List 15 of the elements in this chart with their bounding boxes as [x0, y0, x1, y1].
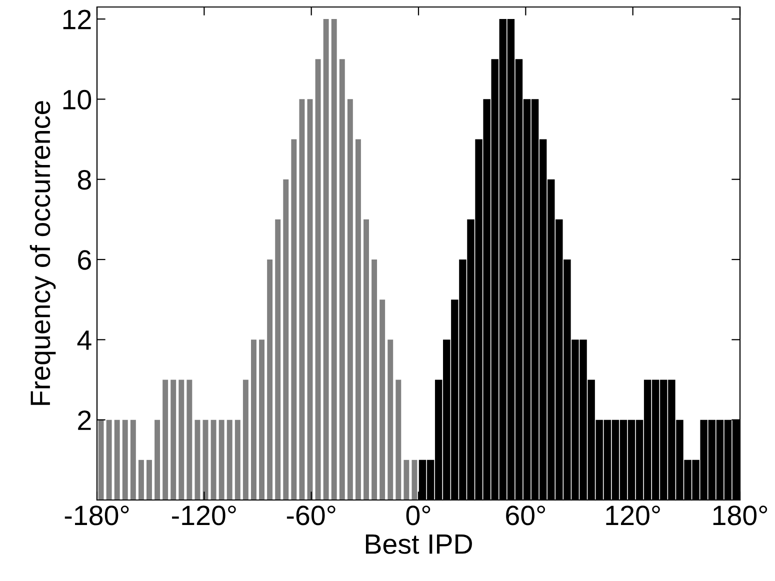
y-axis-title: Frequency of occurrence — [30, 101, 56, 405]
x-tick-label: -120° — [172, 506, 236, 526]
y-tick-label: 10 — [63, 90, 92, 110]
x-tick-label: -180° — [64, 506, 129, 526]
x-tick-label: -60° — [286, 506, 336, 526]
x-axis-title: Best IPD — [366, 534, 472, 554]
y-tick-label: 12 — [63, 10, 91, 30]
x-tick-label: 180° — [713, 506, 768, 526]
x-tick-label: 120° — [606, 506, 660, 526]
y-tick-label: 8 — [78, 170, 91, 190]
x-tick-label: 0° — [406, 506, 430, 526]
y-tick-label: 6 — [78, 250, 91, 270]
x-tick-label: 60° — [506, 506, 546, 526]
y-tick-label: 4 — [77, 330, 92, 350]
y-tick-label: 2 — [78, 410, 91, 430]
